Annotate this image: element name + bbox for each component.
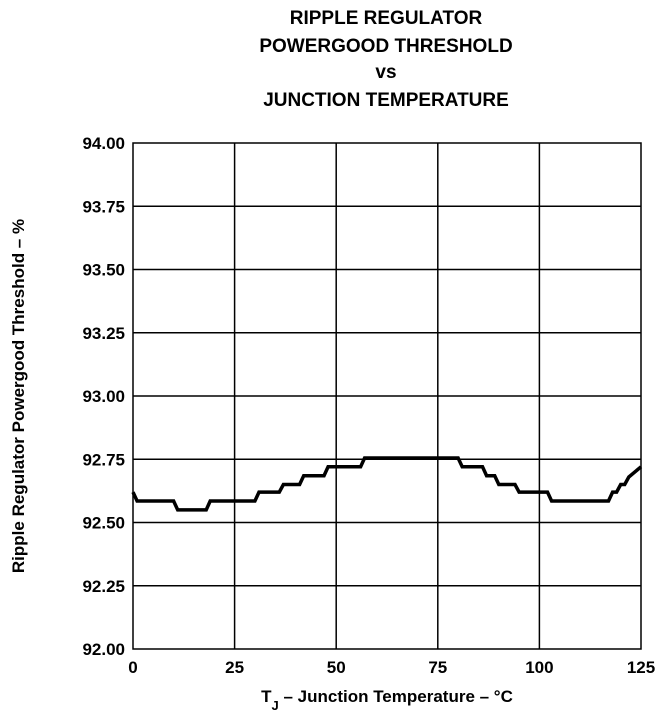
x-axis-label-rest: – Junction Temperature – °C (279, 687, 513, 706)
x-axis-ticks: 0 25 50 75 100 125 (128, 658, 655, 677)
x-tick-label: 0 (128, 658, 137, 677)
y-tick-label: 92.75 (82, 450, 125, 469)
grid (133, 143, 641, 649)
series-line (133, 458, 641, 510)
x-tick-label: 25 (225, 658, 244, 677)
x-axis-label-main: T (261, 687, 272, 706)
y-tick-label: 93.75 (82, 197, 125, 216)
chart-title-line-4: JUNCTION TEMPERATURE (263, 90, 509, 111)
y-tick-label: 93.50 (82, 261, 125, 280)
y-tick-label: 92.00 (82, 640, 125, 659)
chart-title: RIPPLE REGULATOR POWERGOOD THRESHOLD vs … (259, 8, 512, 111)
chart-title-line-3: vs (375, 62, 396, 83)
x-tick-label: 100 (525, 658, 553, 677)
y-tick-label: 94.00 (82, 134, 125, 153)
x-tick-label: 50 (327, 658, 346, 677)
x-tick-label: 75 (428, 658, 447, 677)
chart-title-line-2: POWERGOOD THRESHOLD (259, 36, 512, 57)
y-tick-label: 93.25 (82, 324, 125, 343)
chart-title-line-1: RIPPLE REGULATOR (290, 8, 483, 29)
x-axis-label-subscript: J (272, 698, 279, 713)
x-tick-label: 125 (627, 658, 655, 677)
y-axis-ticks: 92.00 92.25 92.50 92.75 93.00 93.25 93.50 93.75… (82, 134, 125, 659)
y-tick-label: 93.00 (82, 387, 125, 406)
y-tick-label: 92.25 (82, 577, 125, 596)
y-tick-label: 92.50 (82, 514, 125, 533)
y-axis-label: Ripple Regulator Powergood Threshold – % (9, 219, 28, 573)
x-axis-label: TJ – Junction Temperature – °C (261, 687, 513, 713)
